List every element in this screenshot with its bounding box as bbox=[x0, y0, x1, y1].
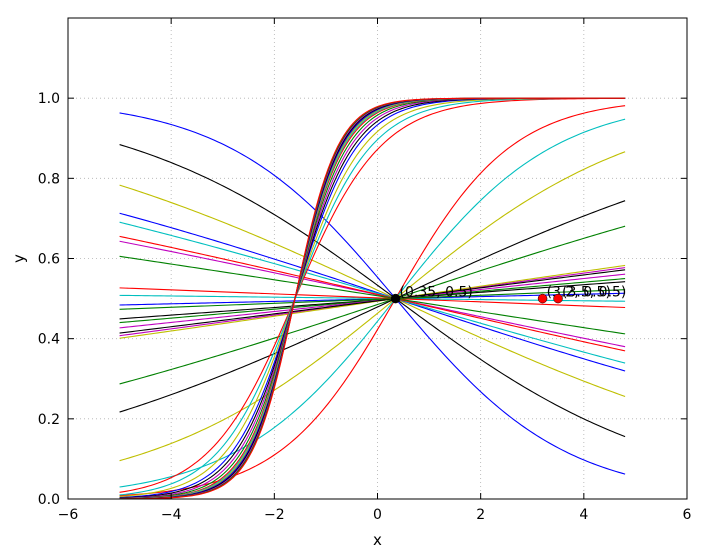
x-tick-label: 4 bbox=[579, 507, 588, 523]
series-line-4 bbox=[119, 184, 626, 397]
series-group bbox=[119, 97, 626, 500]
y-axis-label: y bbox=[10, 254, 28, 263]
series-line-9 bbox=[119, 151, 626, 462]
series-line-5 bbox=[119, 118, 626, 488]
y-tick-label: 0.8 bbox=[38, 171, 60, 187]
series-line-22 bbox=[119, 269, 626, 334]
series-line-8 bbox=[119, 200, 626, 413]
x-tick-label: 0 bbox=[373, 507, 382, 523]
marker-point bbox=[390, 293, 401, 304]
x-tick-label: 6 bbox=[683, 507, 692, 523]
point-annotation: (0.35, 0.5) bbox=[400, 285, 473, 301]
series-line-10 bbox=[119, 212, 626, 372]
series-line-23 bbox=[119, 289, 626, 310]
x-tick-label: −4 bbox=[161, 507, 182, 523]
y-tick-label: 0.6 bbox=[38, 252, 60, 268]
series-line-13 bbox=[119, 235, 626, 352]
marker-point bbox=[553, 293, 563, 304]
x-axis-label: x bbox=[373, 531, 382, 549]
series-line-38 bbox=[119, 97, 626, 500]
series-line-14 bbox=[119, 255, 626, 335]
series-line-3 bbox=[119, 144, 626, 438]
x-tick-label: −6 bbox=[58, 507, 79, 523]
y-tick-label: 1.0 bbox=[38, 91, 60, 107]
series-line-24 bbox=[119, 97, 626, 493]
point-annotation: (3.2, 0.5) bbox=[547, 285, 611, 301]
point-annotation: (3.5, 0.5) bbox=[562, 285, 626, 301]
y-tick-label: 0.4 bbox=[38, 332, 60, 348]
series-line-19 bbox=[119, 287, 626, 309]
series-line-7 bbox=[119, 225, 626, 385]
x-tick-label: 2 bbox=[476, 507, 485, 523]
series-line-2 bbox=[119, 112, 626, 475]
axis-ticks: −6 −4 −2 0 2 4 6 0.0 0.2 0.4 0.6 0.8 1.0 bbox=[38, 18, 692, 523]
x-tick-label: −2 bbox=[264, 507, 285, 523]
marker-point bbox=[537, 293, 548, 304]
grid bbox=[67, 18, 688, 500]
series-line-11 bbox=[119, 221, 626, 364]
y-tick-label: 0.0 bbox=[38, 492, 60, 508]
y-tick-label: 0.2 bbox=[38, 412, 60, 428]
points-group: (0.35, 0.5) (3.2, 0.5)(3.5, 0.5) bbox=[390, 285, 626, 304]
